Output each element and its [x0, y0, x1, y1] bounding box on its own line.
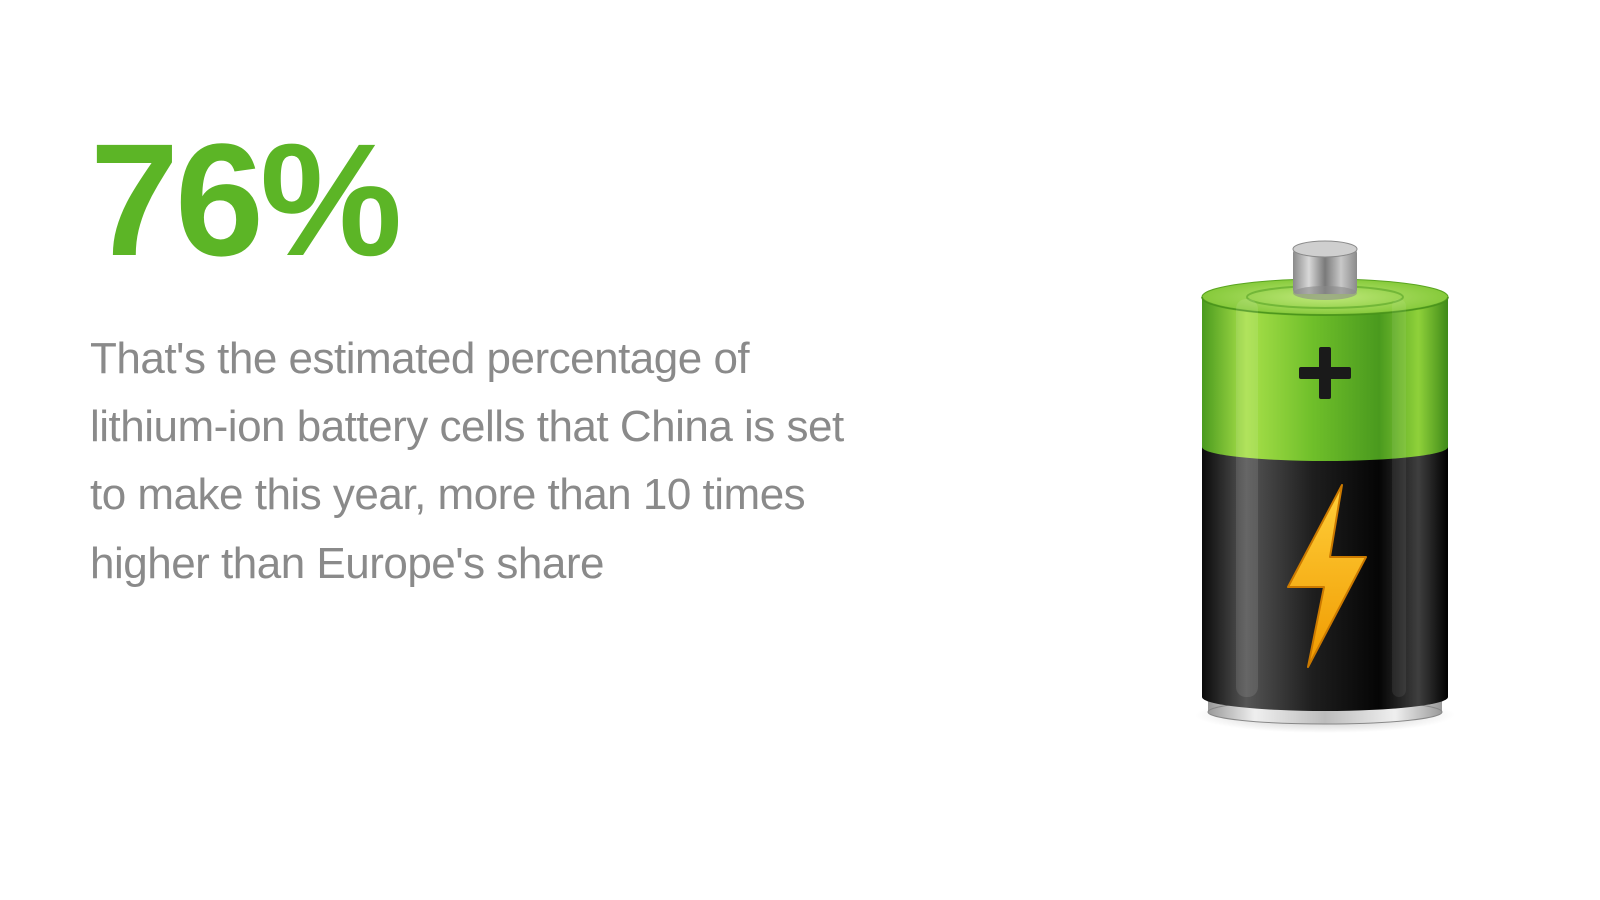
battery-icon [1180, 235, 1470, 735]
stat-number: 76% [90, 120, 890, 280]
stat-description: That's the estimated percentage of lithi… [90, 325, 890, 598]
stat-block: 76% That's the estimated percentage of l… [90, 120, 890, 598]
